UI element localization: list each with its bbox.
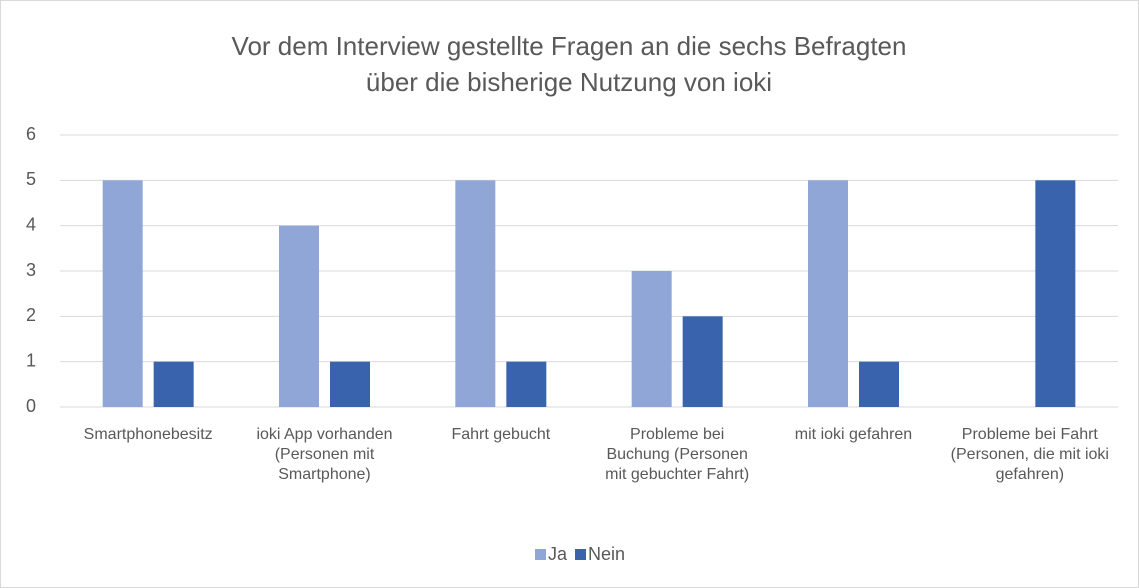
chart-title: über die bisherige Nutzung von ioki	[366, 67, 772, 97]
x-tick-label: Fahrt gebucht	[451, 426, 551, 443]
y-tick-label: 1	[26, 350, 36, 370]
bar	[330, 361, 370, 407]
bar	[455, 180, 496, 407]
legend-label: Ja	[548, 544, 568, 564]
bar	[102, 180, 143, 407]
bar	[682, 316, 723, 407]
x-tick-label: mit ioki gefahren	[794, 426, 913, 443]
legend-swatch	[535, 549, 546, 560]
y-tick-label: 4	[26, 214, 36, 234]
bar	[859, 361, 899, 407]
bar	[808, 180, 848, 407]
bar	[1035, 180, 1076, 407]
legend-label: Nein	[588, 544, 625, 564]
bar	[279, 225, 319, 407]
y-tick-label: 3	[26, 260, 36, 280]
y-tick-label: 6	[26, 124, 36, 144]
bar	[631, 271, 672, 407]
legend-swatch	[575, 549, 587, 560]
x-tick-label: Probleme bei Fahrt (Personen, die mit io…	[950, 426, 1109, 483]
x-tick-label: Probleme bei Buchung (Personen mit gebuc…	[605, 426, 750, 483]
x-tick-label: ioki App vorhanden (Personen mit Smartph…	[256, 426, 393, 483]
y-tick-label: 5	[26, 169, 36, 189]
y-tick-label: 2	[26, 305, 36, 325]
chart-title: Vor dem Interview gestellte Fragen an di…	[232, 31, 907, 61]
bar	[153, 361, 194, 407]
y-tick-label: 0	[26, 396, 36, 416]
x-tick-label: Smartphonebesitz	[83, 426, 213, 443]
bar	[506, 361, 547, 407]
